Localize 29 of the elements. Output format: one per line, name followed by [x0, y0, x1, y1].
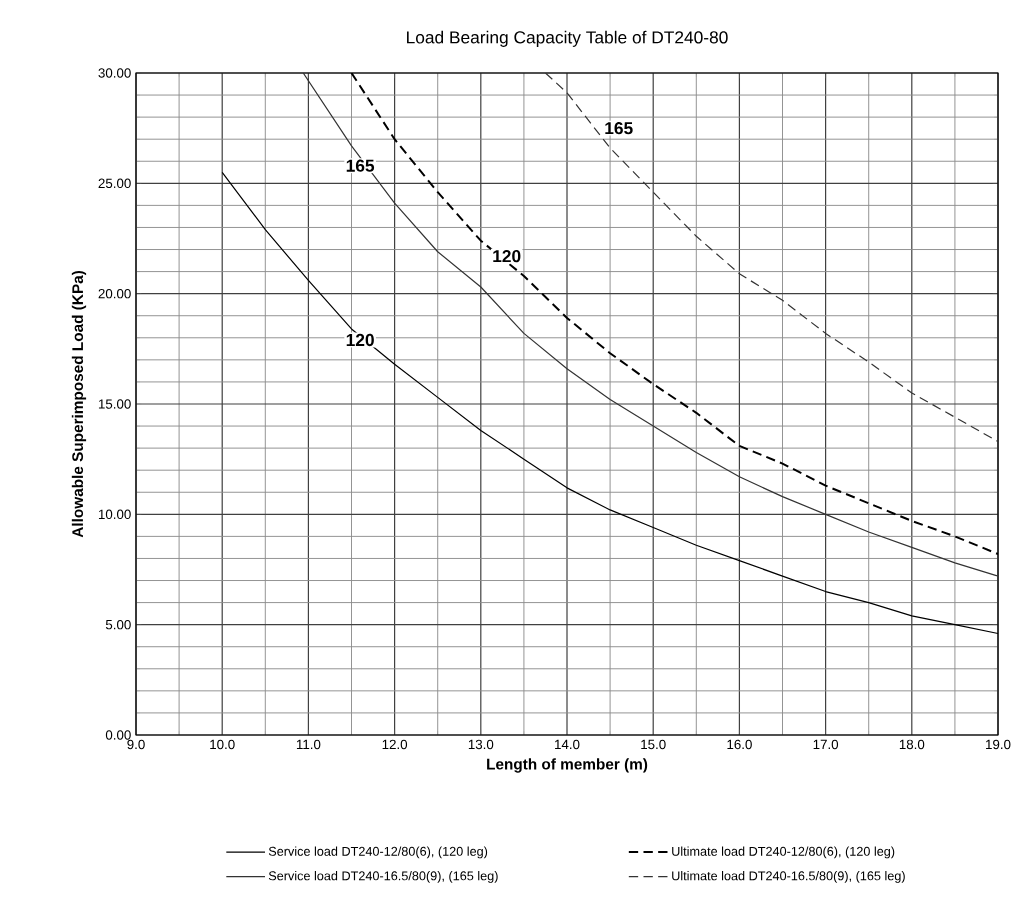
y-tick-label: 25.00 — [98, 178, 131, 189]
x-tick-label: 14.0 — [555, 739, 580, 750]
x-tick-label: 18.0 — [899, 739, 925, 750]
annotation: 165 — [346, 159, 375, 172]
y-tick-label: 15.00 — [98, 399, 131, 409]
legend-label: Service load DT240-16.5/80(9), (165 leg) — [268, 871, 498, 883]
x-tick-label: 11.0 — [296, 739, 321, 750]
annotation: 120 — [346, 333, 374, 347]
y-tick-label: 0.00 — [105, 730, 131, 740]
x-tick-label: 19.0 — [986, 739, 1011, 750]
x-tick-label: 16.0 — [727, 739, 752, 750]
x-tick-label: 13.0 — [468, 739, 494, 750]
y-tick-label: 20.00 — [98, 288, 131, 299]
y-tick-label: 10.00 — [98, 509, 131, 520]
y-axis-title: Allowable Superimposed Load (KPa) — [71, 270, 87, 538]
x-tick-label: 10.0 — [210, 739, 235, 750]
x-tick-label: 17.0 — [813, 739, 839, 750]
x-axis-title: Length of member (m) — [487, 758, 648, 773]
legend-label: Ultimate load DT240-12/80(6), (120 leg) — [672, 846, 895, 859]
x-tick-label: 9.0 — [127, 739, 145, 750]
chart-title: Load Bearing Capacity Table of DT240-80 — [407, 30, 728, 47]
legend-label: Service load DT240-12/80(6), (120 leg) — [268, 846, 488, 859]
annotation: 165 — [605, 122, 633, 135]
annotation: 120 — [493, 250, 521, 263]
legend-label: Ultimate load DT240-16.5/80(9), (165 leg) — [672, 871, 905, 883]
x-tick-label: 15.0 — [641, 739, 666, 750]
y-tick-label: 5.00 — [105, 619, 131, 630]
y-tick-label: 30.00 — [98, 68, 131, 78]
x-tick-label: 12.0 — [382, 739, 408, 750]
